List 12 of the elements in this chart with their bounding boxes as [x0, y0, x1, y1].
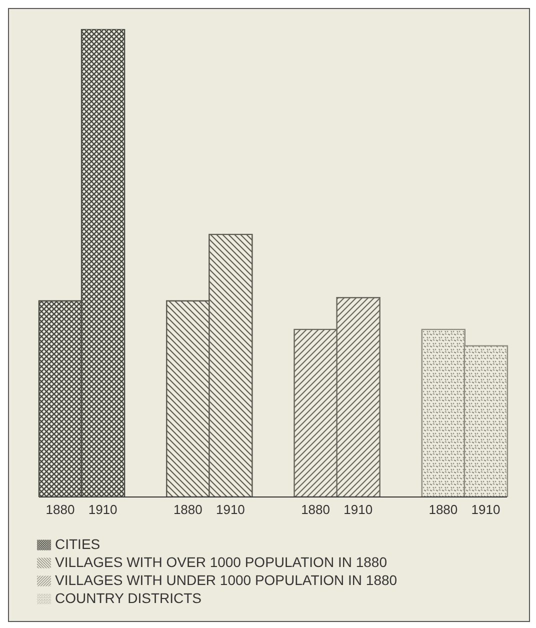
x-tick-label: 1880: [46, 502, 75, 518]
x-tick-label: 1910: [88, 502, 118, 518]
x-tick-label: 1910: [471, 502, 500, 518]
x-tick-label: 1910: [344, 502, 373, 518]
legend-label: CITIES: [55, 536, 100, 552]
legend-label: VILLAGES WITH OVER 1000 POPULATION IN 1880: [55, 554, 387, 570]
x-tick-label: 1910: [216, 502, 245, 518]
x-tick-label: 1880: [301, 502, 330, 518]
x-tick-label: 1880: [428, 502, 458, 518]
legend-label: VILLAGES WITH UNDER 1000 POPULATION IN 1880: [55, 572, 398, 588]
x-tick-label: 1880: [173, 502, 202, 518]
legend-label: COUNTRY DISTRICTS: [55, 590, 202, 606]
